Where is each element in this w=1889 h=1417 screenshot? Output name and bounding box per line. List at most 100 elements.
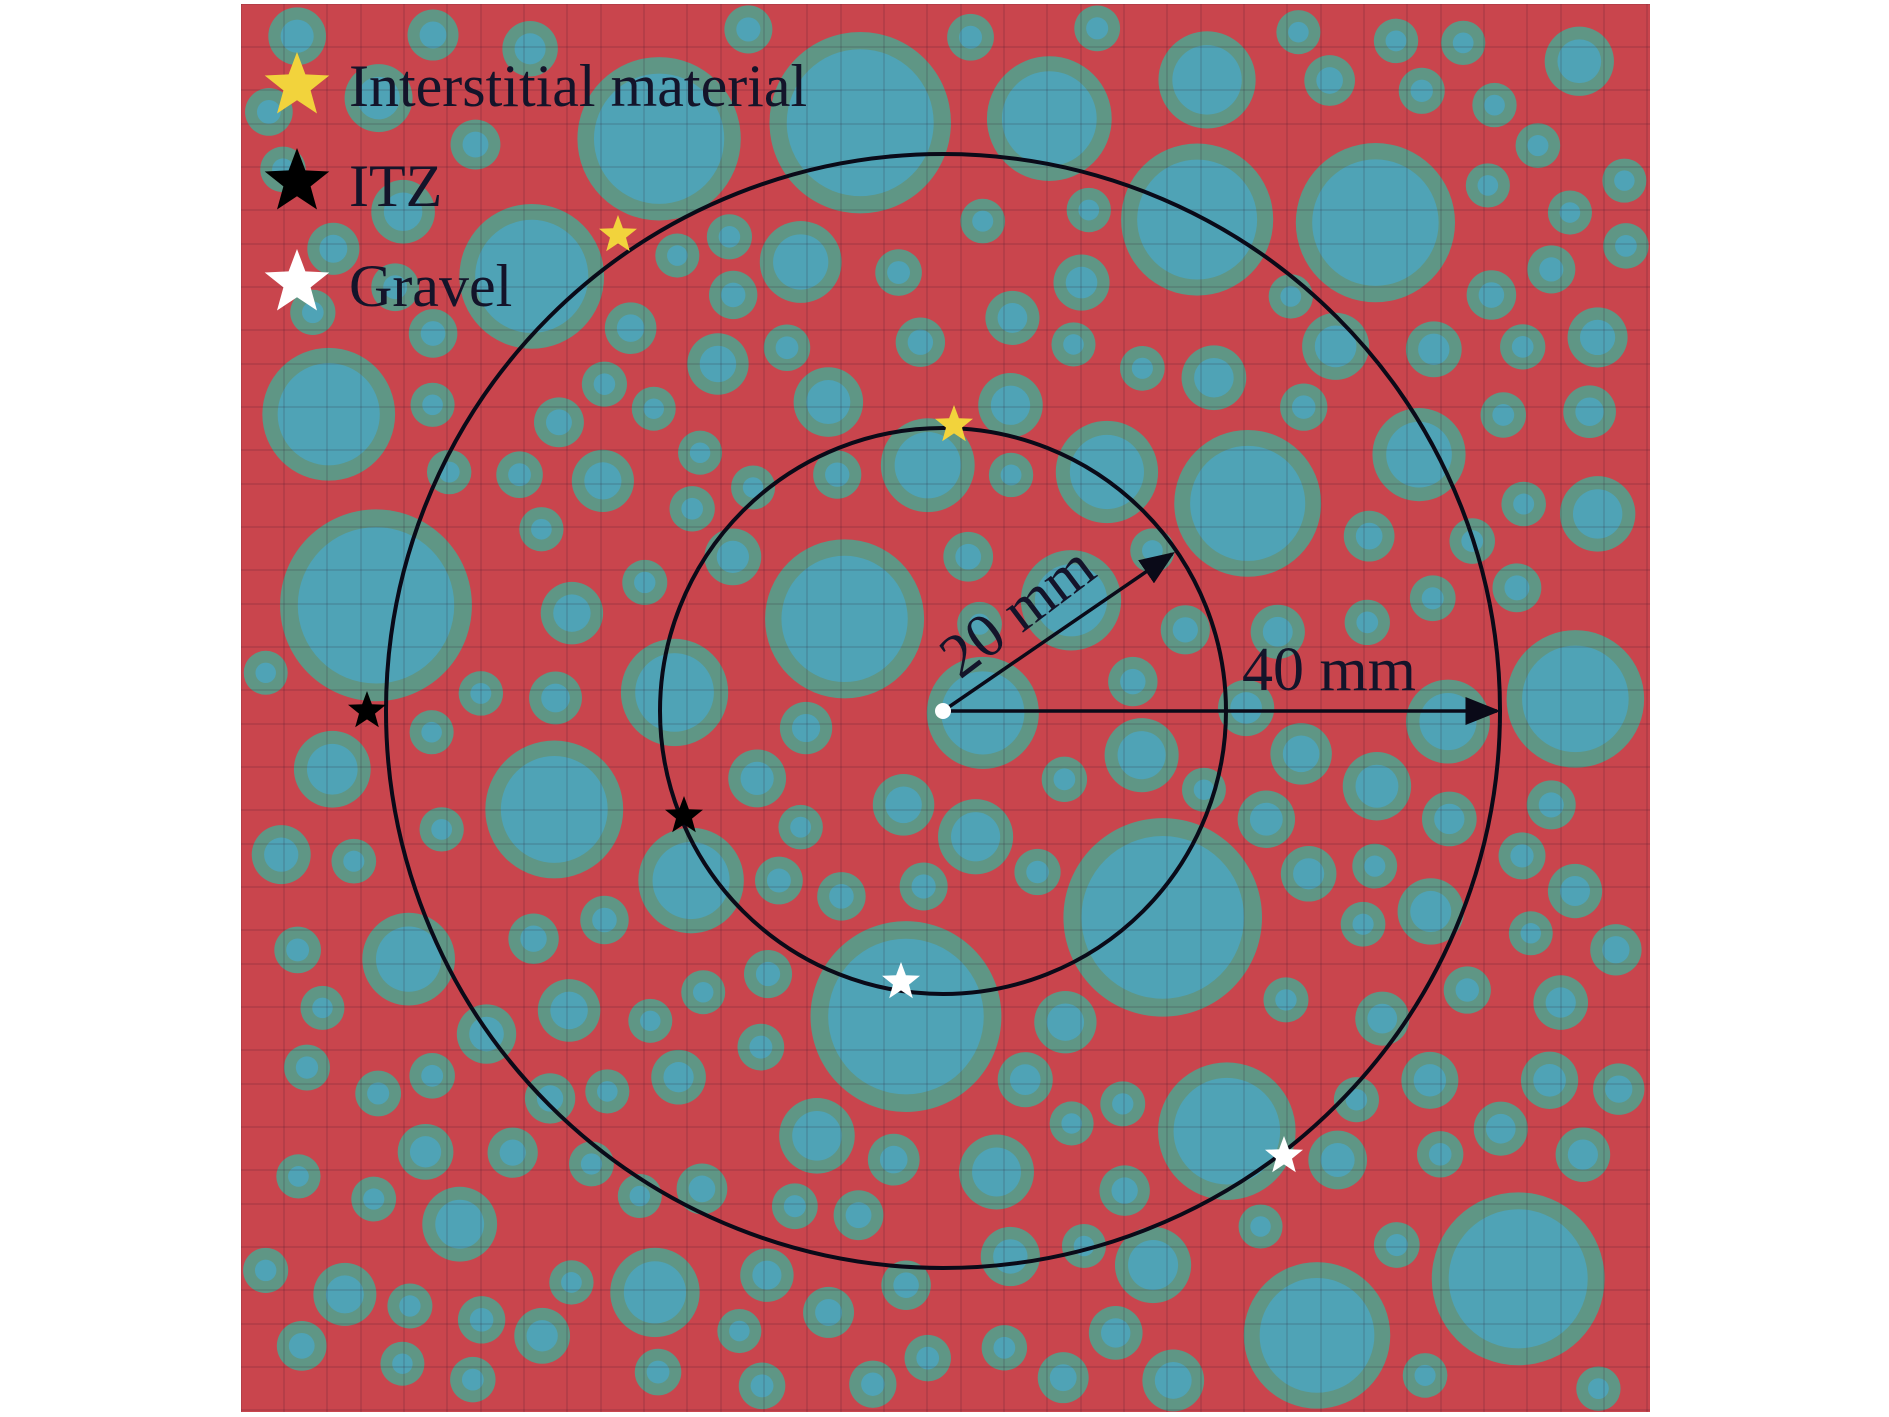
gravel-particle <box>470 682 492 704</box>
gravel-particle <box>1053 768 1076 791</box>
gravel-particle <box>916 1346 940 1370</box>
gravel-particle <box>1572 489 1623 539</box>
gravel-particle <box>815 1298 843 1326</box>
gravel-particle <box>775 336 799 360</box>
gravel-particle <box>646 1360 670 1384</box>
gravel-particle <box>469 1308 494 1332</box>
gravel-particle <box>1452 32 1474 54</box>
gravel-particle <box>993 1239 1028 1274</box>
gravel-particle <box>1280 286 1302 307</box>
gravel-particle <box>1316 67 1343 94</box>
gravel-particle <box>1230 692 1263 724</box>
gravel-particle <box>256 99 281 124</box>
gravel-particle <box>277 363 380 466</box>
gravel-particle <box>312 997 333 1019</box>
gravel-particle <box>689 442 711 463</box>
legend-label-gravel: Gravel <box>349 253 512 319</box>
gravel-particle <box>1356 611 1379 634</box>
gravel-particle <box>729 1320 750 1342</box>
gravel-particle <box>1492 404 1515 426</box>
gravel-particle <box>1545 987 1576 1018</box>
gravel-particle <box>1049 1364 1077 1392</box>
gravel-particle <box>635 653 714 732</box>
gravel-particle <box>536 1085 564 1112</box>
gravel-particle <box>1557 39 1602 84</box>
gravel-particle <box>597 1081 618 1102</box>
gravel-particle <box>1120 668 1146 695</box>
gravel-particle <box>325 1275 364 1314</box>
gravel-particle <box>718 226 741 248</box>
gravel-particle <box>383 192 423 232</box>
gravel-particle <box>561 1272 582 1293</box>
gravel-particle <box>1065 266 1098 299</box>
gravel-particle <box>893 1272 919 1298</box>
gravel-particle <box>1513 493 1535 515</box>
gravel-particle <box>1522 645 1629 753</box>
gravel-particle <box>295 1056 319 1079</box>
gravel-particle <box>550 991 588 1030</box>
gravel-particle <box>1410 890 1452 933</box>
gravel-particle <box>1478 282 1505 308</box>
gravel-particle <box>1484 94 1505 116</box>
gravel-particle <box>955 543 982 570</box>
gravel-particle <box>1602 936 1630 964</box>
gravel-particle <box>1293 858 1325 890</box>
gravel-particle <box>1078 199 1100 221</box>
gravel-particle <box>1352 913 1374 935</box>
gravel-particle <box>375 926 442 992</box>
gravel-particle <box>1448 1209 1588 1349</box>
legend-star-icon-interstitial <box>264 52 330 114</box>
gravel-particle <box>1538 792 1564 818</box>
gravel-particle <box>1128 1239 1179 1291</box>
gravel-particle <box>592 907 617 933</box>
gravel-particle <box>806 380 851 425</box>
gravel-particle <box>343 850 365 872</box>
gravel-particle <box>286 938 310 962</box>
gravel-particle <box>1421 587 1444 610</box>
gravel-particle <box>306 743 358 795</box>
gravel-particle <box>421 1064 444 1087</box>
gravel-particle <box>461 1368 484 1391</box>
gravel-particle <box>264 837 299 872</box>
gravel-particle <box>1000 464 1022 486</box>
gravel-particle <box>526 1320 558 1352</box>
center-point <box>935 703 951 719</box>
gravel-particle <box>972 210 994 232</box>
gravel-particle <box>399 1295 421 1317</box>
gravel-particle <box>1086 17 1109 40</box>
gravel-particle <box>634 571 656 594</box>
gravel-particle <box>431 818 453 840</box>
gravel-particle <box>1367 1003 1398 1034</box>
gravel-particle <box>750 1374 774 1398</box>
gravel-particle <box>1588 1378 1609 1400</box>
gravel-particle <box>1434 803 1465 835</box>
gravel-particle <box>1410 79 1433 102</box>
outer-radius-label: 40 mm <box>1242 636 1416 704</box>
interstitial-star-icon <box>599 215 637 252</box>
gravel-particle <box>1510 844 1534 868</box>
interstitial-star-icon <box>935 405 973 442</box>
gravel-particle <box>663 1062 694 1093</box>
gravel-particle <box>1428 1142 1452 1166</box>
gravel-particle <box>1520 923 1542 944</box>
gravel-particle <box>667 245 688 266</box>
gravel-particle <box>1100 1318 1131 1348</box>
gravel-particle <box>1312 159 1439 286</box>
gravel-particle <box>623 1261 687 1324</box>
gravel-particle <box>288 1166 309 1187</box>
gravel-particle <box>514 33 546 65</box>
itz-star-icon <box>348 691 386 728</box>
gravel-particle <box>688 1175 716 1203</box>
gravel-particle <box>1111 1177 1138 1204</box>
gravel-particle <box>845 1202 872 1229</box>
gravel-particle <box>861 1372 885 1396</box>
gravel-particle <box>968 613 991 635</box>
gravel-particle <box>829 884 854 909</box>
gravel-particle <box>1046 1003 1085 1041</box>
gravel-particle <box>593 73 725 204</box>
gravel-particle <box>616 314 645 342</box>
aggregate-particles <box>243 5 1649 1412</box>
gravel-particle <box>500 756 608 863</box>
gravel-particle <box>1193 779 1215 800</box>
